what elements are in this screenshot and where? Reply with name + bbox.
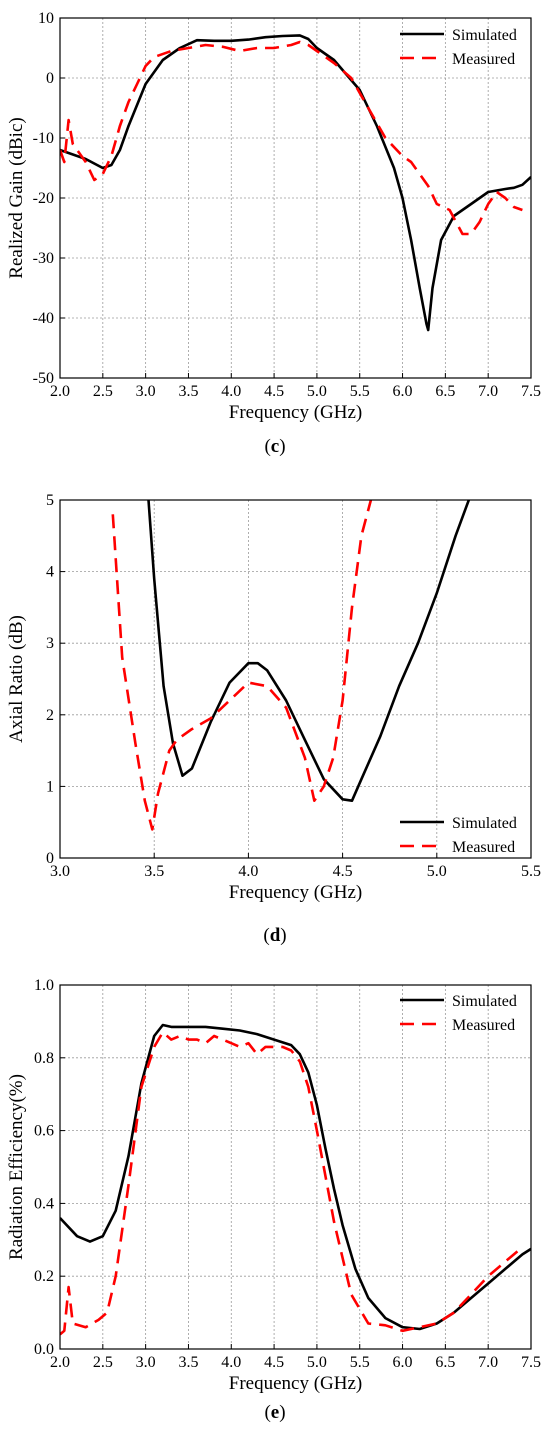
x-axis-label: Frequency (GHz) <box>229 882 362 903</box>
caption-part: d <box>270 925 281 946</box>
y-tick-label: 4 <box>46 564 54 581</box>
y-tick-label: 0 <box>46 850 54 867</box>
x-tick-label: 4.0 <box>238 863 258 880</box>
chart-panel-0: 2.0 2.5 3.0 3.5 4.0 4.5 5.0 5.5 6.0 6.5 7.0 7.5 -50 -… <box>6 10 541 457</box>
y-axis-label: Radiation Efficiency(%) <box>6 1074 27 1260</box>
x-tick-label: 6.0 <box>393 383 413 400</box>
x-tick-label: 2.0 <box>50 1354 70 1371</box>
y-tick-label: 3 <box>46 635 54 652</box>
y-axis-label: Realized Gain (dBic) <box>6 117 27 278</box>
legend-label-simulated: Simulated <box>452 27 517 44</box>
series-line-simulated <box>60 34 531 332</box>
x-axis-label: Frequency (GHz) <box>229 1373 362 1394</box>
chart-panel-2: 2.0 2.5 3.0 3.5 4.0 4.5 5.0 5.5 6.0 6.5 7.0 7.5 0.0 0… <box>6 977 541 1423</box>
y-tick-label: 0.4 <box>34 1195 54 1212</box>
x-tick-label: 4.5 <box>264 383 284 400</box>
x-tick-label: 3.0 <box>136 383 156 400</box>
panel-caption: (c) <box>264 436 285 457</box>
caption-part: ) <box>280 925 286 946</box>
y-tick-label: 2 <box>46 707 54 724</box>
y-axis-label: Axial Ratio (dB) <box>6 615 27 743</box>
x-tick-label: 4.0 <box>221 1354 241 1371</box>
caption-part: ) <box>279 1402 285 1423</box>
legend-label-measured: Measured <box>452 1017 515 1034</box>
legend-label-measured: Measured <box>452 51 515 68</box>
y-tick-label: 1 <box>46 778 54 795</box>
caption-part: ( <box>263 925 269 946</box>
x-tick-label: 7.5 <box>521 1354 541 1371</box>
x-tick-label: 2.0 <box>50 383 70 400</box>
chart-panel-1: 3.0 3.5 4.0 4.5 5.0 5.5 0 1 2 3 4 5 Simulated Measure… <box>6 492 541 946</box>
x-tick-label: 3.5 <box>178 1354 198 1371</box>
caption-part: ) <box>279 436 285 457</box>
x-tick-label: 5.5 <box>521 863 541 880</box>
y-tick-label: -40 <box>33 310 54 327</box>
x-tick-label: 5.5 <box>350 1354 370 1371</box>
y-tick-label: -20 <box>33 190 54 207</box>
y-tick-label: 0.6 <box>34 1123 54 1140</box>
y-tick-label: 0.0 <box>34 1341 54 1358</box>
x-tick-label: 3.0 <box>136 1354 156 1371</box>
y-tick-label: 1.0 <box>34 977 54 994</box>
legend-label-measured: Measured <box>452 839 515 856</box>
x-tick-label: 5.0 <box>307 383 327 400</box>
y-tick-label: 10 <box>38 10 54 27</box>
y-tick-label: 0 <box>46 70 54 87</box>
panel-caption: (d) <box>263 925 286 946</box>
x-tick-label: 7.5 <box>521 383 541 400</box>
y-tick-label: -30 <box>33 250 54 267</box>
panel-caption: (e) <box>264 1402 285 1423</box>
y-tick-label: -10 <box>33 130 54 147</box>
caption-part: ( <box>264 436 270 457</box>
x-tick-label: 3.5 <box>144 863 164 880</box>
x-tick-label: 6.5 <box>435 1354 455 1371</box>
plot-frame <box>59 984 532 1350</box>
x-tick-label: 2.5 <box>93 383 113 400</box>
x-tick-label: 6.5 <box>435 383 455 400</box>
y-tick-label: 0.2 <box>34 1268 54 1285</box>
y-tick-label: -50 <box>33 370 54 387</box>
series-line-measured <box>60 40 523 236</box>
caption-part: e <box>271 1402 279 1423</box>
series-line-simulated <box>147 500 471 803</box>
x-tick-label: 5.0 <box>427 863 447 880</box>
x-tick-label: 4.5 <box>264 1354 284 1371</box>
y-tick-label: 0.8 <box>34 1050 54 1067</box>
legend-label-simulated: Simulated <box>452 993 517 1010</box>
caption-part: c <box>271 436 279 457</box>
x-tick-label: 2.5 <box>93 1354 113 1371</box>
x-tick-label: 6.0 <box>393 1354 413 1371</box>
x-tick-label: 7.0 <box>478 383 498 400</box>
x-tick-label: 7.0 <box>478 1354 498 1371</box>
x-tick-label: 5.5 <box>350 383 370 400</box>
plot-frame <box>59 499 532 859</box>
x-axis-label: Frequency (GHz) <box>229 402 362 423</box>
series-line-measured <box>60 1031 524 1336</box>
plot-frame <box>59 17 532 379</box>
legend-label-simulated: Simulated <box>452 815 517 832</box>
series-line-measured <box>111 500 373 831</box>
caption-part: ( <box>264 1402 270 1423</box>
x-tick-label: 5.0 <box>307 1354 327 1371</box>
x-tick-label: 3.5 <box>178 383 198 400</box>
x-tick-label: 4.5 <box>333 863 353 880</box>
x-tick-label: 4.0 <box>221 383 241 400</box>
series-line-simulated <box>60 1023 531 1331</box>
x-tick-label: 3.0 <box>50 863 70 880</box>
y-tick-label: 5 <box>46 492 54 509</box>
